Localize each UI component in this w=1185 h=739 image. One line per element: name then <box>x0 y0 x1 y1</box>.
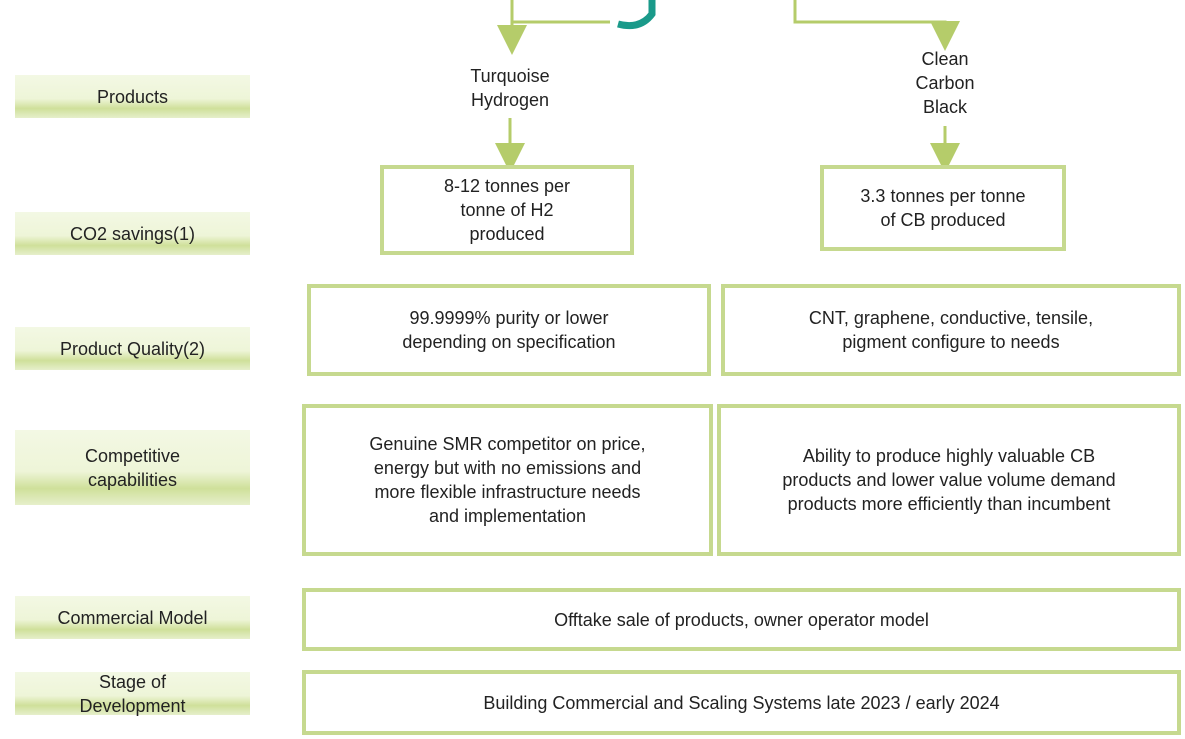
text-line: Carbon <box>915 73 975 93</box>
product-name: Clean Carbon Black <box>870 40 1020 126</box>
text-line: Clean <box>921 49 969 69</box>
text-line: Turquoise <box>470 66 550 86</box>
value-box: Offtake sale of products, owner operator… <box>302 588 1181 651</box>
text-line: pigment configure to needs <box>842 332 1060 352</box>
row-label: Products <box>15 75 250 118</box>
text-line: CNT, graphene, conductive, tensile, <box>808 308 1094 328</box>
text-line: more flexible infrastructure needs <box>374 482 641 502</box>
text-line: Ability to produce highly valuable CB <box>802 446 1096 466</box>
value-box: Ability to produce highly valuable CB pro… <box>717 404 1181 556</box>
text-line: Stage of <box>98 671 167 692</box>
text-line: Products <box>96 86 169 107</box>
text-line: Product Quality(2) <box>59 338 206 359</box>
product-name: Turquoise Hydrogen <box>430 58 590 118</box>
row-label: Stage of Development <box>15 671 250 716</box>
text-line: 8-12 tonnes per <box>443 176 571 196</box>
value-box: Building Commercial and Scaling Systems … <box>302 670 1181 735</box>
value-box: CNT, graphene, conductive, tensile, pigme… <box>721 284 1181 376</box>
value-box: 3.3 tonnes per tonne of CB produced <box>820 165 1066 251</box>
text-line: Offtake sale of products, owner operator… <box>554 609 929 630</box>
text-line: 3.3 tonnes per tonne <box>860 186 1026 206</box>
value-box: 99.9999% purity or lower depending on spe… <box>307 284 711 376</box>
text-line: CO2 savings(1) <box>69 223 196 244</box>
text-line: Competitive <box>84 445 181 466</box>
value-box: 8-12 tonnes per tonne of H2 produced <box>380 165 634 255</box>
text-line: capabilities <box>87 469 178 490</box>
row-label: Commercial Model <box>15 596 250 639</box>
logo-fragment <box>617 0 656 30</box>
row-label: Product Quality(2) <box>15 327 250 370</box>
text-line: Building Commercial and Scaling Systems … <box>483 692 1000 713</box>
text-line: energy but with no emissions and <box>373 458 642 478</box>
text-line: Commercial Model <box>57 607 208 628</box>
text-line: and implementation <box>428 506 587 526</box>
text-line: Hydrogen <box>470 90 550 110</box>
text-line: Development <box>79 695 186 716</box>
text-line: products more efficiently than incumbent <box>787 494 1111 514</box>
text-line: of CB produced <box>880 210 1006 230</box>
text-line: 99.9999% purity or lower <box>409 308 609 328</box>
value-box: Genuine SMR competitor on price, energy b… <box>302 404 713 556</box>
connector <box>793 0 960 51</box>
text-line: Genuine SMR competitor on price, <box>369 434 646 454</box>
text-line: tonne of H2 <box>460 200 554 220</box>
row-label: Competitive capabilities <box>15 430 250 505</box>
text-line: products and lower value volume demand <box>782 470 1116 490</box>
text-line: produced <box>469 224 545 244</box>
row-label: CO2 savings(1) <box>15 212 250 255</box>
text-line: Black <box>922 97 967 117</box>
connector <box>510 0 610 24</box>
text-line: depending on specification <box>402 332 616 352</box>
